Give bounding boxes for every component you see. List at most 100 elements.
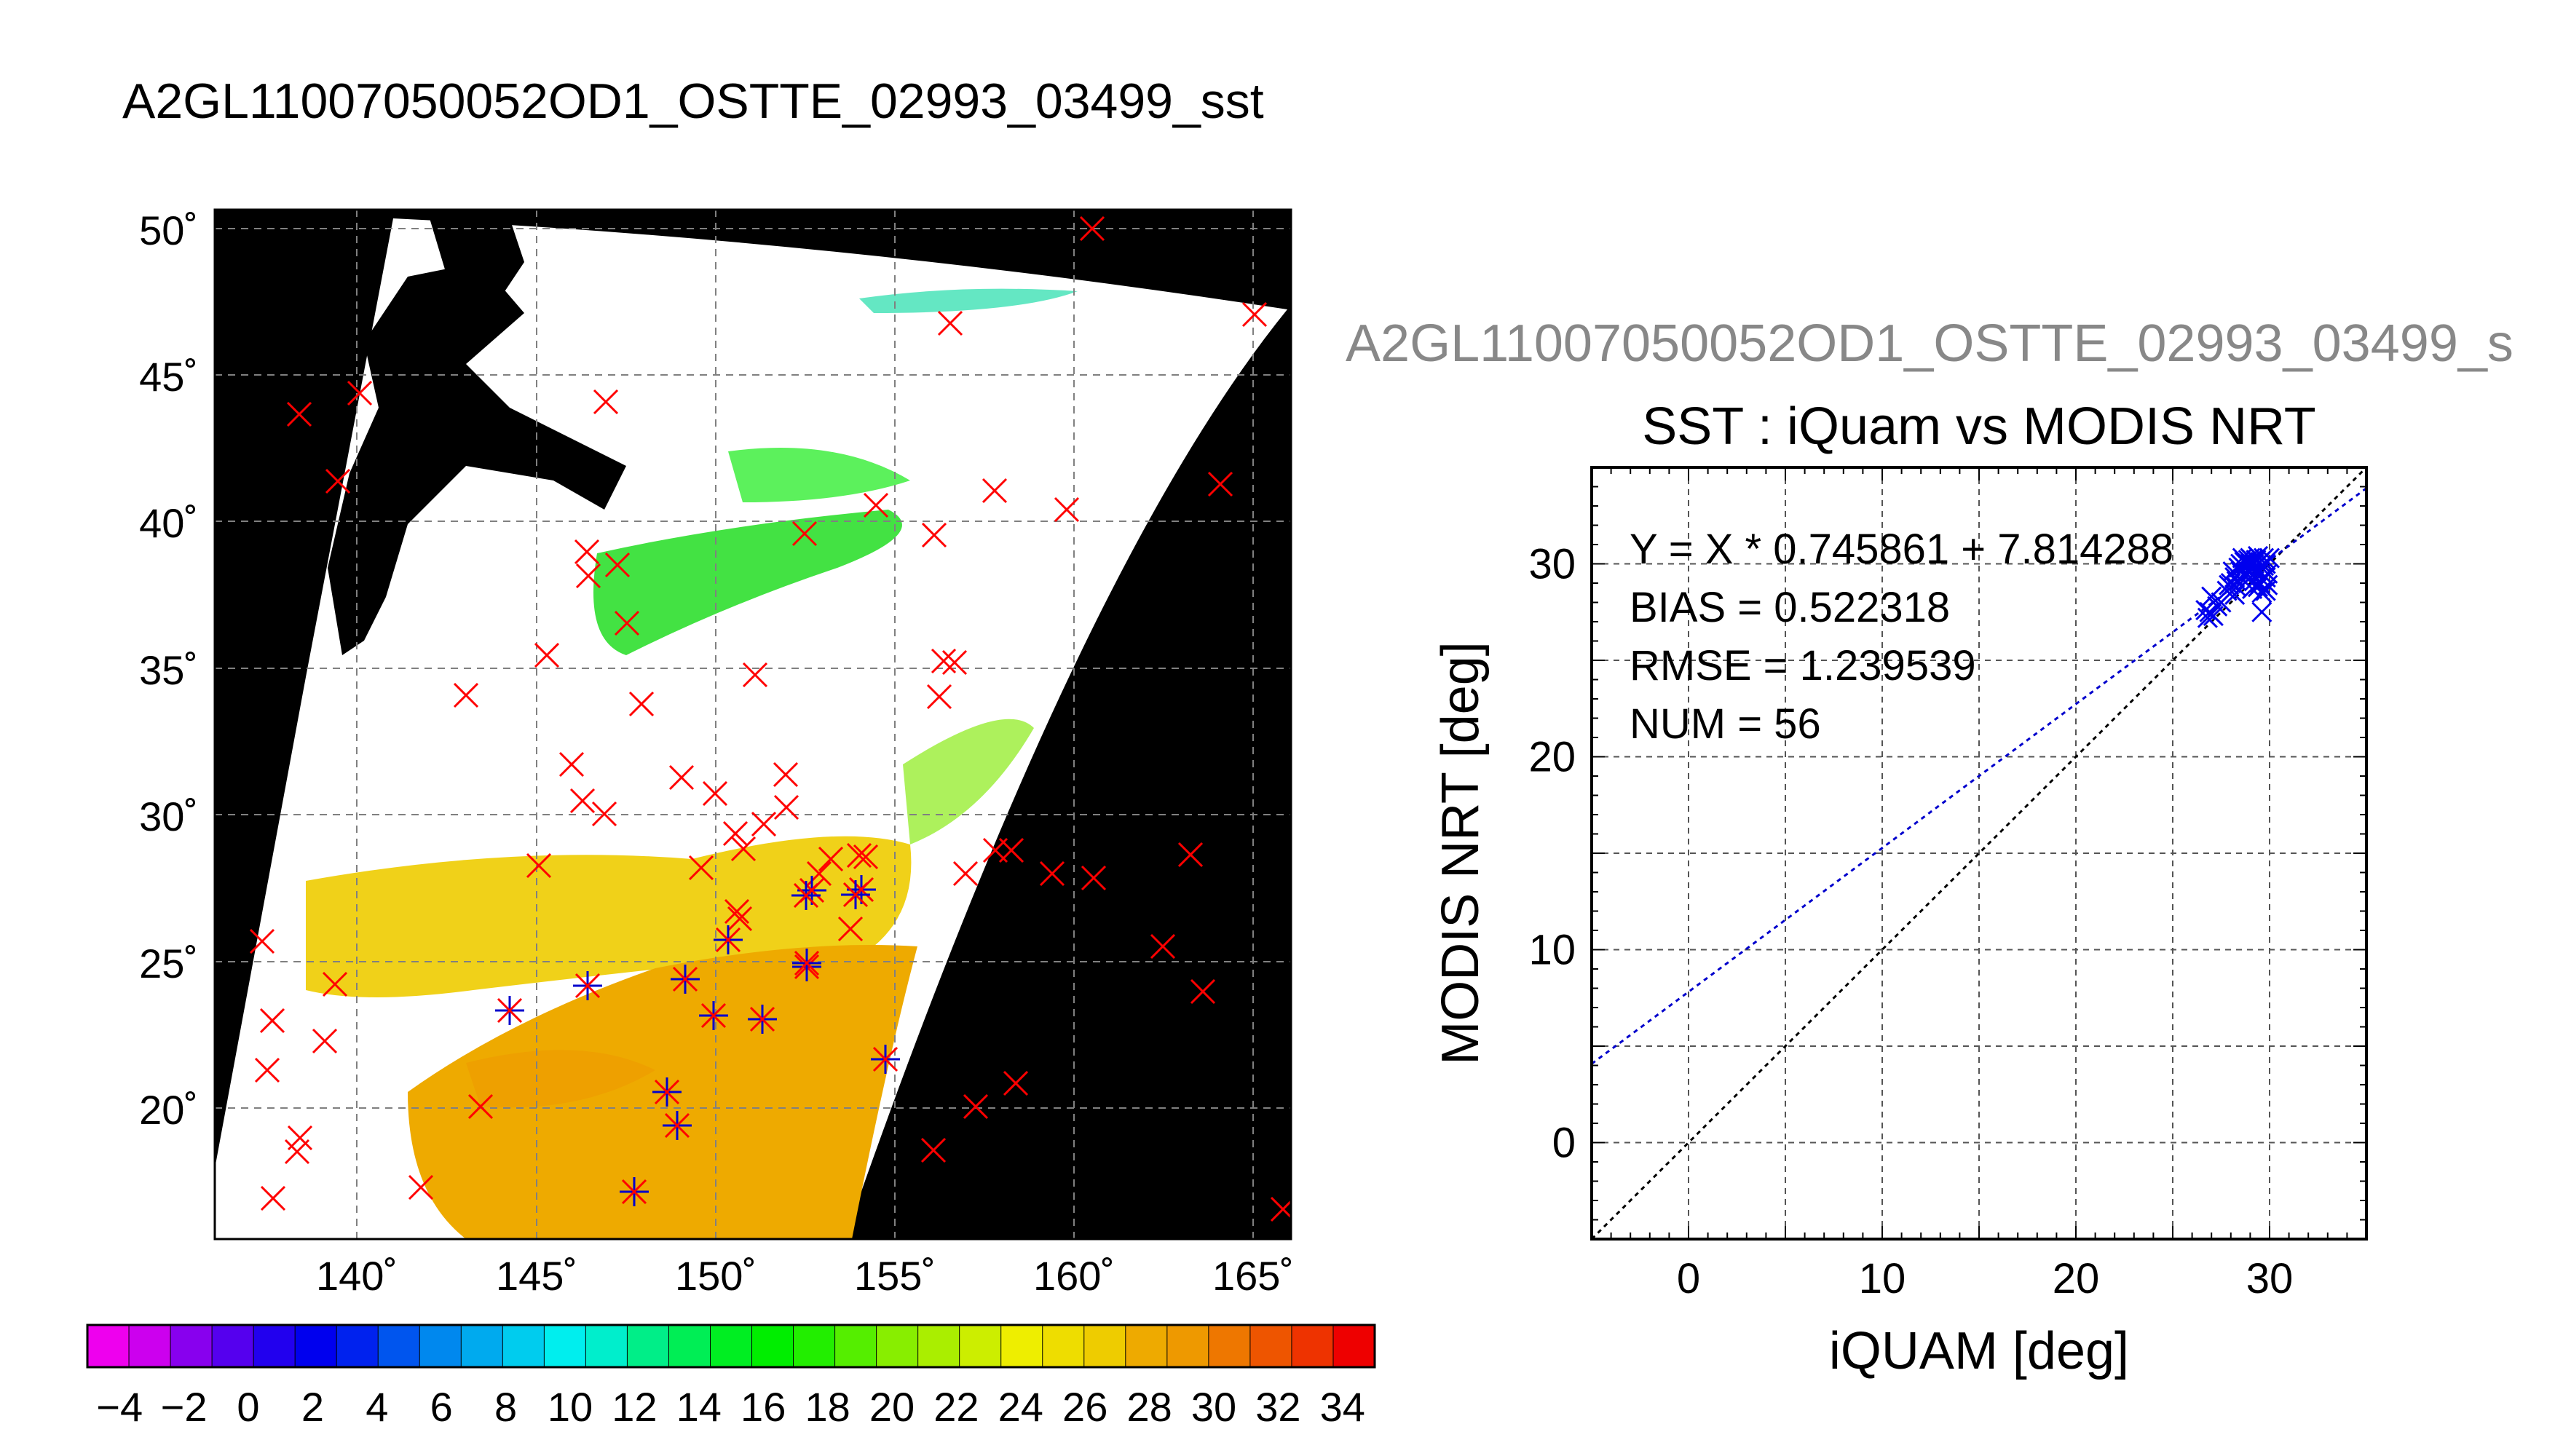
match-up-marker-red [558, 751, 585, 778]
match-up-marker-red [574, 539, 600, 565]
match-up-marker-blue [573, 971, 602, 1000]
match-up-marker-red [926, 684, 952, 710]
colorbar-tick-label: 32 [1255, 1384, 1300, 1430]
match-up-marker-red [1150, 933, 1176, 960]
match-up-marker-red [773, 794, 799, 820]
colorbar-swatch [253, 1325, 296, 1367]
colorbar-swatch [170, 1325, 213, 1367]
match-up-marker-red [702, 780, 728, 807]
match-up-marker-red [347, 380, 373, 406]
match-up-marker-red [526, 852, 552, 879]
match-up-marker-red [1079, 215, 1105, 242]
scatter-point [2251, 601, 2272, 622]
colorbar-swatch [1125, 1325, 1168, 1367]
scatter-point [2255, 580, 2276, 601]
colorbar-swatch [129, 1325, 171, 1367]
match-up-marker-red [254, 1057, 280, 1083]
scatter-point [2230, 553, 2251, 574]
colorbar-tick-label: 10 [548, 1384, 593, 1430]
colorbar [86, 1324, 1376, 1369]
match-up-marker-red [1003, 1070, 1029, 1096]
match-up-marker-red [688, 855, 714, 881]
match-up-marker-red [941, 649, 968, 676]
x-tick-label: 20 [2053, 1255, 2100, 1302]
match-up-marker-blue [714, 925, 743, 954]
colorbar-tick-label: 2 [301, 1384, 324, 1430]
colorbar-tick-label: 18 [805, 1384, 850, 1430]
match-up-marker-red [863, 492, 889, 518]
y-tick-label: 30 [1528, 541, 1576, 588]
match-up-marker-red [249, 928, 275, 954]
match-up-marker-blue [871, 1045, 900, 1074]
sst-field-cyan [859, 288, 1078, 313]
colorbar-swatch [668, 1325, 711, 1367]
match-up-marker-red [920, 1137, 947, 1163]
lon-tick-label: 160˚ [1033, 1253, 1115, 1299]
match-up-marker-red [982, 478, 1008, 504]
match-up-marker-red [604, 552, 631, 578]
colorbar-swatch [1332, 1325, 1375, 1367]
colorbar-tick-label: 30 [1191, 1384, 1236, 1430]
colorbar-tick-label: 24 [998, 1384, 1043, 1430]
match-up-marker-red [1081, 865, 1107, 891]
match-up-marker-red [931, 648, 957, 674]
match-up-marker-red [837, 916, 864, 942]
match-up-marker-red [408, 1174, 434, 1200]
match-up-marker-red [628, 691, 655, 717]
match-up-marker-red [1207, 471, 1233, 497]
colorbar-swatch [710, 1325, 753, 1367]
colorbar-tick-label: 26 [1062, 1384, 1107, 1430]
match-up-marker-red [742, 662, 768, 688]
match-up-marker-red [569, 788, 596, 814]
figure-title: A2GL11007050052OD1_OSTTE_02993_03499_sst [122, 74, 1264, 129]
scatter-point [2240, 561, 2261, 582]
match-up-marker-red [284, 1139, 310, 1165]
colorbar-swatch [295, 1325, 337, 1367]
y-axis-label: MODIS NRT [deg] [1431, 641, 1490, 1065]
match-up-marker-red [853, 844, 879, 870]
match-up-marker-blue [671, 965, 700, 994]
lat-tick-label: 20˚ [139, 1087, 198, 1133]
colorbar-tick-label: 22 [933, 1384, 979, 1430]
match-up-marker-red [1177, 842, 1204, 868]
colorbar-swatch [336, 1325, 379, 1367]
match-up-marker-blue [841, 880, 870, 909]
match-up-marker-blue [791, 881, 821, 910]
colorbar-swatch [212, 1325, 254, 1367]
match-up-marker-red [1190, 978, 1216, 1005]
colorbar-tick-label: −4 [96, 1384, 143, 1430]
scatter-title: SST : iQuam vs MODIS NRT [1642, 397, 2316, 456]
match-up-marker-red [534, 642, 560, 668]
lat-tick-labels: 50˚ 45˚ 40˚ 35˚ 30˚ 25˚ 20˚ [139, 207, 198, 1133]
y-tick-label: 0 [1552, 1120, 1576, 1167]
colorbar-swatch [751, 1325, 794, 1367]
x-tick-labels: 0 10 20 30 [1677, 1255, 2293, 1302]
sst-map: 50˚ 45˚ 40˚ 35˚ 30˚ 25˚ 20˚ 140˚ 145˚ 150˚ 155˚ 16… [139, 207, 1294, 1299]
lon-tick-label: 150˚ [675, 1253, 757, 1299]
match-up-marker-red [722, 820, 749, 847]
colorbar-swatch [378, 1325, 420, 1367]
y-tick-label: 10 [1528, 927, 1576, 974]
scatter-points [2195, 545, 2280, 628]
map-frame [213, 208, 1292, 1241]
match-up-marker-red [260, 1185, 286, 1211]
colorbar-tick-label: 34 [1320, 1384, 1365, 1430]
match-up-markers [249, 215, 1291, 1222]
land-hokkaido [430, 218, 524, 306]
match-up-marker-blue [495, 996, 524, 1025]
colorbar-tick-label: 8 [494, 1384, 517, 1430]
colorbar-swatch [793, 1325, 836, 1367]
match-up-marker-red [312, 1028, 338, 1054]
scatter-tick-marks [1591, 467, 2367, 1240]
match-up-marker-red [727, 906, 753, 932]
lat-tick-label: 45˚ [139, 354, 198, 400]
sst-field-green [593, 510, 902, 655]
stat-rmse: RMSE = 1.239539 [1630, 642, 1976, 689]
x-tick-label: 30 [2246, 1255, 2294, 1302]
land-honshu [328, 262, 626, 655]
colorbar-tick-label: −2 [161, 1384, 208, 1430]
stat-equation: Y = X * 0.745861 + 7.814288 [1630, 526, 2173, 573]
colorbar-tick-label: 6 [430, 1384, 453, 1430]
sst-field-lightgreen [903, 719, 1034, 844]
colorbar-swatch [1083, 1325, 1126, 1367]
